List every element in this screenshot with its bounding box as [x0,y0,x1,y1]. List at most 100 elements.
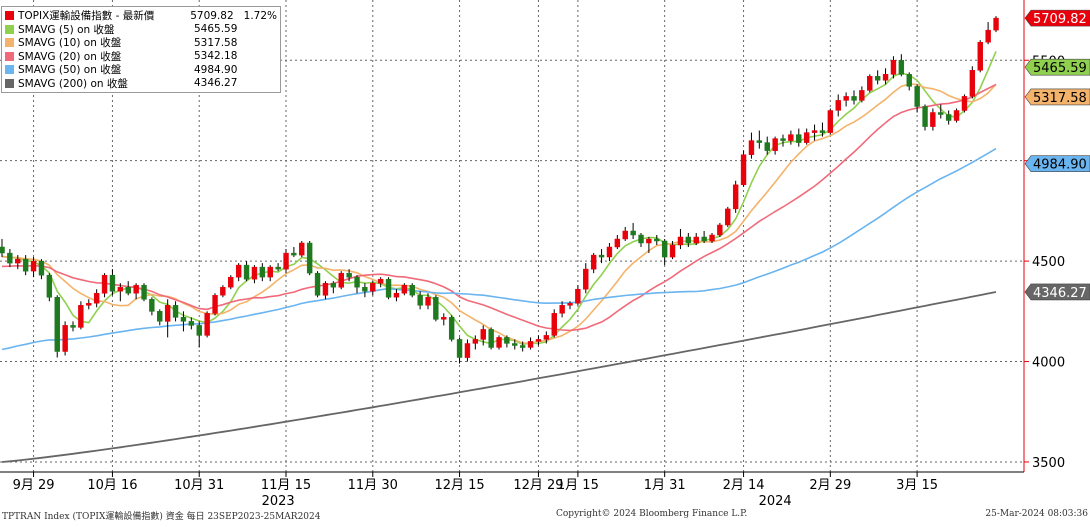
footer-timestamp: 25-Mar-2024 08:03:36 [985,509,1088,519]
candle-body [504,337,510,344]
candle-body [133,284,139,294]
sma200-line [1,291,997,463]
candle-body [583,268,589,290]
candle-body [472,339,479,344]
candle-body [748,140,755,155]
grid [0,0,1024,472]
candle-body [890,60,897,75]
candle-body [669,244,676,258]
y-tick-label: 4500 [1032,255,1065,270]
candle-body [38,260,45,276]
legend-item-sma50: SMAVG (50) on 收盤 4984.90 [5,63,277,77]
candle-body [898,60,905,75]
chart-legend: TOPIX運輸設備指數 - 最新價 5709.82 1.72% SMAVG (5… [1,6,281,93]
candle-body [551,313,557,336]
candle-body [646,238,652,244]
legend-item-sma5: SMAVG (5) on 收盤 5465.59 [5,23,277,37]
candle-body [409,284,415,296]
candle-body [985,29,991,43]
candle-body [338,272,344,288]
candle-body [922,106,928,127]
x-tick-label: 10月 16 [87,478,137,493]
candle-body [291,252,297,256]
value-badge-box [1024,283,1090,301]
value-badge-label: 5709.82 [1033,12,1087,27]
candle-body [456,339,463,358]
candle-body [259,266,266,278]
candle-body [953,110,960,121]
candle-body [803,132,810,143]
candle-body [275,266,281,270]
candle-body [441,317,447,320]
legend-swatch [5,65,14,75]
candle-body [86,303,92,306]
candle-body [709,234,715,242]
value-badge: 4346.27 [1024,283,1090,301]
legend-value: 5342.18 [194,50,238,63]
candle-body [835,100,841,111]
legend-label: SMAVG (20) on 收盤 [18,50,122,63]
value-badge: 5465.59 [1024,58,1090,76]
legend-value: 5709.82 [190,9,234,22]
candle-body [819,130,826,133]
candle-body [188,321,195,326]
candle-body [693,236,699,244]
candle-body [299,242,305,256]
x-tick-label: 12月 15 [434,478,484,493]
candle-body [433,297,439,320]
candle-body [314,272,321,296]
candle-body [575,288,581,304]
candle-body [519,345,526,348]
x-tick-label: 2月 14 [723,478,765,493]
candle-body [109,274,116,292]
candle-body [969,70,976,97]
candle-body [512,343,518,346]
candle-body [535,339,542,342]
candle-body [488,329,494,348]
candle-body [827,110,834,133]
candle-body [725,208,731,226]
legend-item-topix: TOPIX運輸設備指數 - 最新價 5709.82 1.72% [5,9,277,23]
candle-body [212,295,218,314]
candle-body [867,76,873,91]
legend-change: 1.72% [243,9,277,22]
x-tick-label: 9月 29 [13,478,55,493]
candle-body [717,224,723,236]
legend-value: 5465.59 [194,23,238,36]
legend-label: SMAVG (10) on 收盤 [18,37,122,50]
candle-body [196,325,202,336]
candle-body [70,325,76,328]
candle-body [93,292,100,304]
candle-body [756,140,763,143]
candle-body [370,282,376,292]
candle-body [598,254,605,258]
candle-body [732,184,739,210]
candle-body [543,335,550,340]
legend-swatch [5,38,14,48]
candle-body [559,305,565,314]
value-badge-box [1024,9,1090,27]
candle-body [172,305,179,318]
candle-body [164,305,171,322]
candle-body [417,295,423,306]
year-label: 2023 [262,494,295,509]
legend-swatch [5,51,14,61]
x-tick-label: 11月 30 [348,478,398,493]
value-badge-label: 5465.59 [1033,61,1087,76]
candle-body [401,284,408,294]
candle-body [141,284,147,300]
candle-body [354,276,360,288]
candle-body [125,286,131,294]
candle-body [15,258,21,264]
candle-body [30,260,37,272]
candle-body [882,74,889,81]
value-badge-box [1024,88,1090,106]
sma50-line [1,147,997,351]
candle-body [977,41,983,71]
value-badges: 5709.82 5465.59 5317.58 4984.90 4346.27 [1024,9,1090,301]
legend-swatch [5,78,14,88]
candle-body [62,325,68,352]
candle-body [764,142,770,151]
